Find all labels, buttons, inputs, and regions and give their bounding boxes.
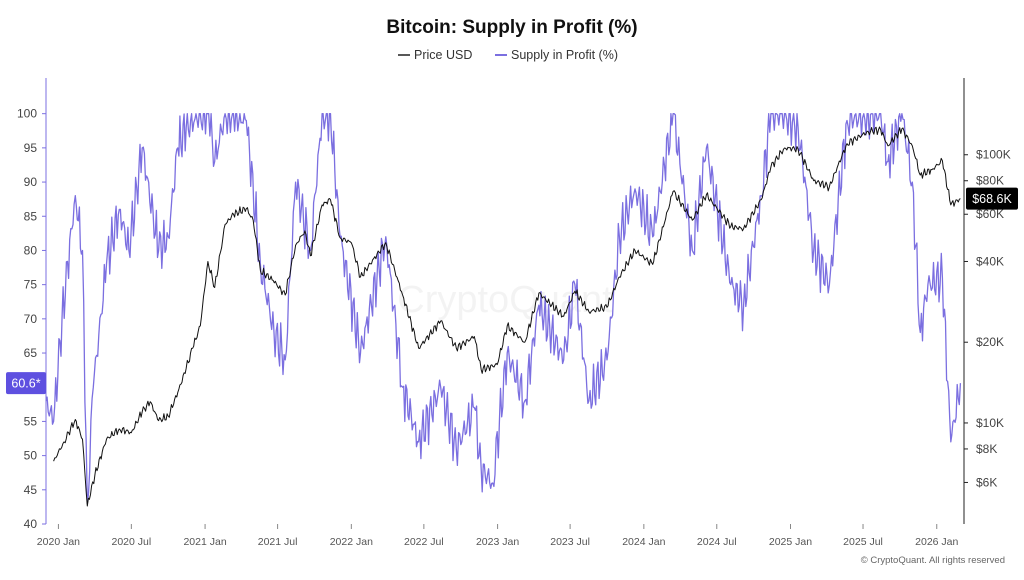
price-current-badge: $68.6K [966, 187, 1018, 210]
series-line-price-usd [53, 126, 961, 507]
legend[interactable]: Price USD Supply in Profit (%) [398, 48, 618, 62]
x-tick-label: 2026 Jan [915, 536, 958, 548]
left-tick-label: 45 [24, 483, 38, 497]
right-tick-label: $60K [976, 207, 1004, 221]
right-tick-label: $100K [976, 148, 1011, 162]
supply-badge-background [6, 372, 46, 395]
left-tick-label: 95 [24, 141, 38, 155]
price-badge-background [966, 187, 1018, 210]
watermark: CryptoQuant [397, 279, 613, 321]
left-tick-label: 40 [24, 517, 38, 531]
supply-badge-value: 60.6* [11, 377, 40, 391]
right-tick-label: $20K [976, 335, 1004, 349]
x-tick-label: 2022 Jul [404, 536, 444, 548]
left-tick-label: 70 [24, 312, 38, 326]
x-tick-label: 2023 Jan [476, 536, 519, 548]
x-tick-label: 2021 Jan [183, 536, 226, 548]
legend-label-price[interactable]: Price USD [414, 48, 472, 62]
supply-current-badge: 60.6* [6, 372, 46, 395]
x-tick-label: 2025 Jul [843, 536, 883, 548]
chart-title: Bitcoin: Supply in Profit (%) [386, 17, 637, 38]
series-layer [45, 113, 962, 507]
series-line-supply-in-profit [45, 113, 962, 505]
left-tick-label: 80 [24, 243, 38, 257]
right-axis-ticks: $6K $8K $10K $20K $40K $60K $80K $100K [964, 148, 1011, 489]
left-tick-label: 75 [24, 278, 38, 292]
left-tick-label: 55 [24, 414, 38, 428]
left-tick-label: 65 [24, 346, 38, 360]
x-tick-label: 2020 Jul [111, 536, 151, 548]
left-tick-label: 100 [17, 107, 37, 121]
right-tick-label: $40K [976, 254, 1004, 268]
copyright-notice: © CryptoQuant. All rights reserved [861, 555, 1005, 566]
left-tick-label: 85 [24, 209, 38, 223]
left-tick-label: 50 [24, 449, 38, 463]
x-tick-label: 2024 Jan [622, 536, 665, 548]
right-tick-label: $80K [976, 174, 1004, 188]
right-tick-label: $8K [976, 442, 997, 456]
price-badge-value: $68.6K [972, 192, 1012, 206]
x-tick-label: 2020 Jan [37, 536, 80, 548]
x-tick-label: 2024 Jul [697, 536, 737, 548]
x-tick-label: 2023 Jul [550, 536, 590, 548]
left-axis-ticks: 404550556065707580859095100 [17, 107, 46, 531]
left-tick-label: 90 [24, 175, 38, 189]
x-axis-ticks: 2020 Jan 2020 Jul 2021 Jan 2021 Jul 2022 Jan… [37, 524, 959, 548]
right-tick-label: $10K [976, 416, 1004, 430]
x-tick-label: 2022 Jan [330, 536, 373, 548]
legend-label-supply[interactable]: Supply in Profit (%) [511, 48, 618, 62]
right-tick-label: $6K [976, 475, 997, 489]
x-tick-label: 2021 Jul [258, 536, 298, 548]
x-tick-label: 2025 Jan [769, 536, 812, 548]
